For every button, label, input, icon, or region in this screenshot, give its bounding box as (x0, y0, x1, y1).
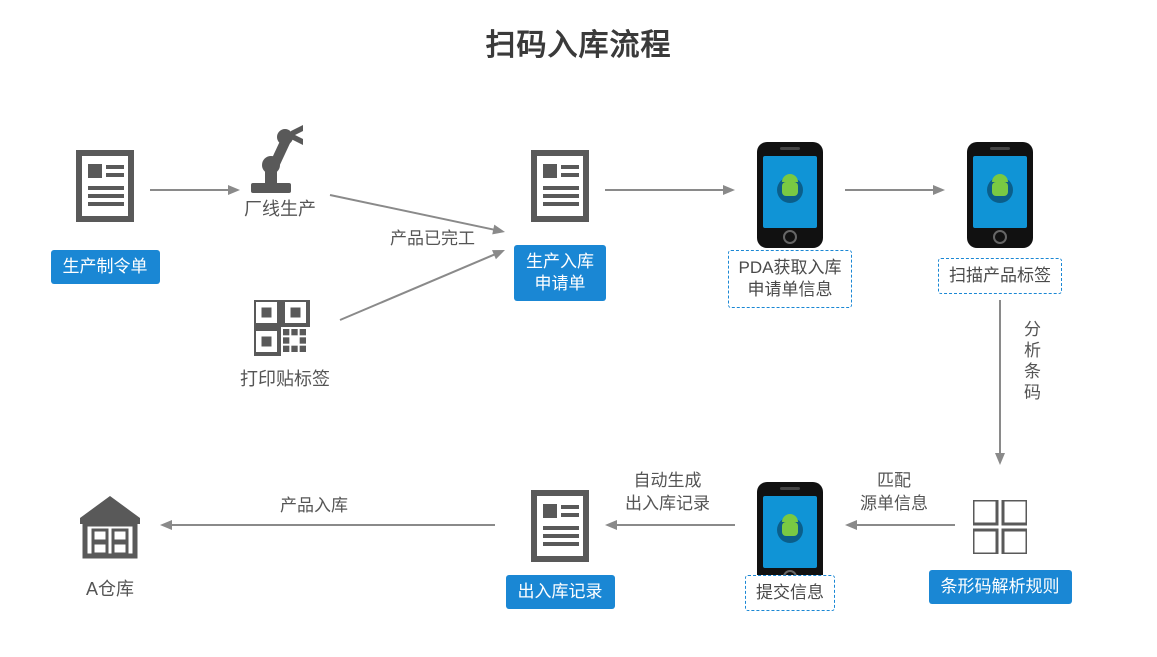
flowchart-canvas: 扫码入库流程 生产制令单厂线生产打印贴标签生产入库 申请单PDA获取入库 申请单… (0, 0, 1157, 657)
arrow-e9 (0, 0, 1157, 657)
edge-label-e9: 产品入库 (280, 495, 348, 518)
